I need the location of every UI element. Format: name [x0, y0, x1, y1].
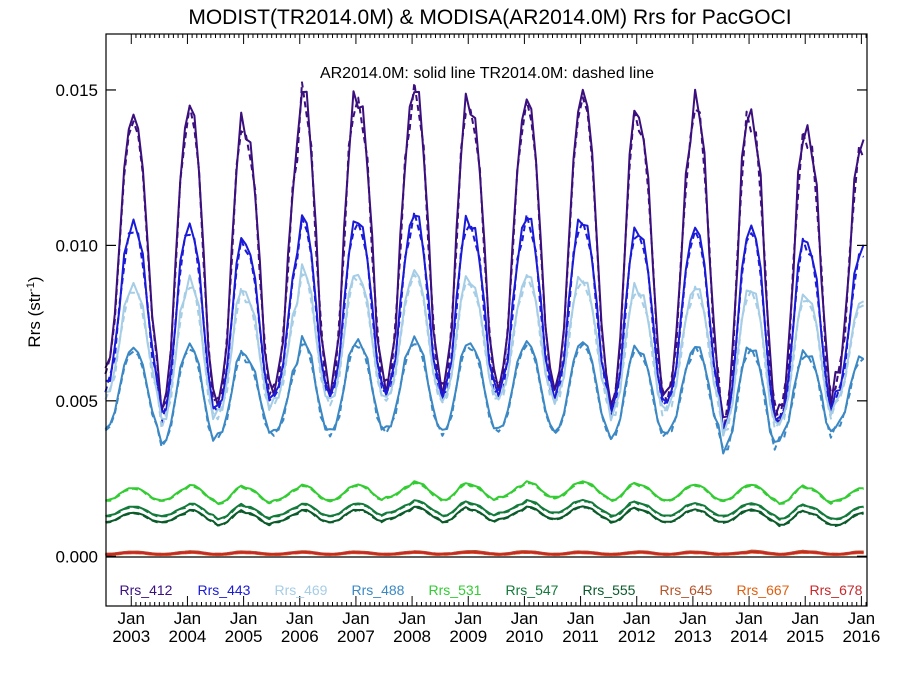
plot-frame — [105, 33, 868, 607]
series-line-rrs-547-dashed — [105, 500, 864, 521]
legend-entry-rrs-531: Rrs_531 — [429, 582, 482, 598]
legend-entry-rrs-412: Rrs_412 — [120, 582, 173, 598]
x-tick-month-label: Jan — [623, 609, 650, 628]
x-tick-year-label: 2005 — [225, 627, 263, 646]
legend-entry-rrs-645: Rrs_645 — [660, 582, 713, 598]
legend-entry-rrs-488: Rrs_488 — [352, 582, 405, 598]
x-tick-month-label: Jan — [118, 609, 145, 628]
x-tick-month-label: Jan — [455, 609, 482, 628]
x-axis: Jan2003Jan2004Jan2005Jan2006Jan2007Jan20… — [112, 34, 880, 646]
y-axis-label: Rrs (str-1) — [25, 276, 44, 347]
y-tick-label: 0.005 — [55, 392, 98, 411]
x-tick-month-label: Jan — [511, 609, 538, 628]
line-style-annotation: AR2014.0M: solid line TR2014.0M: dashed … — [320, 65, 654, 82]
y-tick-label: 0.010 — [55, 236, 98, 255]
chart-title: MODIST(TR2014.0M) & MODISA(AR2014.0M) Rr… — [188, 6, 791, 29]
x-tick-month-label: Jan — [398, 609, 425, 628]
series-layer — [104, 81, 865, 557]
legend-entry-rrs-469: Rrs_469 — [275, 582, 328, 598]
series-line-rrs-547-solid — [105, 498, 864, 521]
x-tick-year-label: 2016 — [842, 627, 880, 646]
series-line-rrs-531-dashed — [105, 482, 864, 506]
x-tick-month-label: Jan — [286, 609, 313, 628]
y-axis-label-main: Rrs (str — [25, 292, 44, 348]
x-tick-year-label: 2013 — [674, 627, 712, 646]
x-tick-month-label: Jan — [792, 609, 819, 628]
x-tick-month-label: Jan — [567, 609, 594, 628]
series-line-rrs-488-solid — [104, 335, 865, 455]
series-line-rrs-443-dashed — [104, 210, 865, 432]
x-tick-year-label: 2009 — [449, 627, 487, 646]
y-axis: 0.000 0.005 0.010 0.015 — [55, 81, 867, 566]
legend-entry-rrs-555: Rrs_555 — [583, 582, 636, 598]
x-tick-month-label: Jan — [848, 609, 875, 628]
x-tick-year-label: 2008 — [393, 627, 431, 646]
x-tick-year-label: 2011 — [562, 627, 599, 646]
x-tick-month-label: Jan — [174, 609, 201, 628]
x-tick-year-label: 2004 — [169, 627, 207, 646]
series-line-rrs-678-dashed — [105, 550, 864, 556]
x-tick-year-label: 2003 — [112, 627, 150, 646]
series-line-rrs-412-solid — [104, 88, 865, 419]
y-axis-label-close: ) — [25, 276, 44, 282]
x-tick-year-label: 2007 — [337, 627, 375, 646]
legend-entry-rrs-678: Rrs_678 — [810, 582, 863, 598]
x-tick-month-label: Jan — [679, 609, 706, 628]
y-axis-label-exponent: -1 — [25, 282, 37, 292]
x-tick-year-label: 2010 — [505, 627, 543, 646]
x-tick-month-label: Jan — [735, 609, 762, 628]
y-tick-label: 0.000 — [55, 547, 98, 566]
x-tick-year-label: 2014 — [730, 627, 768, 646]
x-tick-year-label: 2006 — [281, 627, 319, 646]
legend-entry-rrs-667: Rrs_667 — [737, 582, 790, 598]
legend-entry-rrs-443: Rrs_443 — [198, 582, 251, 598]
legend-entry-rrs-547: Rrs_547 — [506, 582, 559, 598]
legend: Rrs_412 Rrs_443 Rrs_469 Rrs_488 Rrs_531 Rrs_5… — [120, 582, 863, 598]
series-line-rrs-531-solid — [105, 480, 864, 505]
y-tick-label: 0.015 — [55, 81, 98, 100]
x-tick-month-label: Jan — [230, 609, 257, 628]
x-tick-month-label: Jan — [342, 609, 369, 628]
x-tick-year-label: 2015 — [786, 627, 824, 646]
x-tick-year-label: 2012 — [618, 627, 656, 646]
series-line-rrs-412-dashed — [104, 81, 865, 438]
